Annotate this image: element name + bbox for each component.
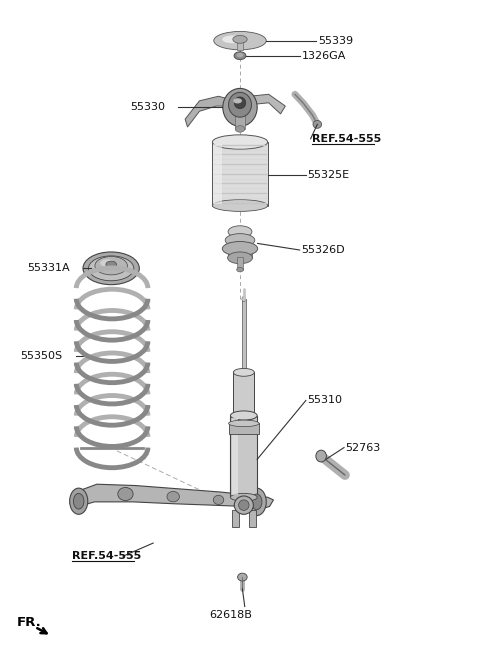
Ellipse shape <box>234 496 253 514</box>
Ellipse shape <box>100 259 115 267</box>
Text: 55326D: 55326D <box>301 245 345 255</box>
Ellipse shape <box>238 573 247 581</box>
Text: 52763: 52763 <box>346 443 381 453</box>
Ellipse shape <box>106 261 116 267</box>
Text: REF.54-555: REF.54-555 <box>312 134 381 144</box>
Ellipse shape <box>214 32 266 50</box>
Text: 62618B: 62618B <box>209 610 252 620</box>
Text: 1326GA: 1326GA <box>301 51 346 60</box>
Ellipse shape <box>233 35 247 43</box>
Ellipse shape <box>233 98 242 103</box>
Ellipse shape <box>213 495 224 505</box>
Ellipse shape <box>70 488 88 514</box>
Ellipse shape <box>95 256 127 275</box>
Ellipse shape <box>242 296 246 302</box>
Bar <box>235 112 245 129</box>
Bar <box>230 415 257 497</box>
Text: 55339: 55339 <box>318 35 353 45</box>
Ellipse shape <box>234 97 246 108</box>
Ellipse shape <box>73 493 84 509</box>
Ellipse shape <box>234 52 246 60</box>
Bar <box>231 231 249 240</box>
Ellipse shape <box>237 53 243 57</box>
Ellipse shape <box>223 89 257 126</box>
Ellipse shape <box>247 488 266 516</box>
Text: 55325E: 55325E <box>307 170 349 180</box>
Ellipse shape <box>230 493 257 501</box>
Bar <box>232 510 239 527</box>
Ellipse shape <box>235 125 245 132</box>
Ellipse shape <box>239 500 249 510</box>
Bar <box>229 239 251 249</box>
Bar <box>228 423 259 434</box>
Ellipse shape <box>230 411 257 420</box>
Ellipse shape <box>228 252 252 263</box>
Bar <box>232 418 238 495</box>
Text: 55331A: 55331A <box>28 263 70 273</box>
Ellipse shape <box>233 413 254 420</box>
Polygon shape <box>72 484 274 509</box>
Bar <box>213 144 222 204</box>
Ellipse shape <box>237 267 243 272</box>
Bar <box>233 373 254 417</box>
Text: REF.54-555: REF.54-555 <box>72 551 141 561</box>
Bar <box>237 256 243 269</box>
Ellipse shape <box>233 369 254 376</box>
Ellipse shape <box>118 487 133 501</box>
Text: 55330: 55330 <box>130 102 165 112</box>
Text: FR.: FR. <box>17 616 41 629</box>
Polygon shape <box>185 97 230 127</box>
Ellipse shape <box>222 242 258 256</box>
Bar <box>249 510 256 527</box>
Ellipse shape <box>225 234 255 247</box>
Bar <box>242 299 246 373</box>
Ellipse shape <box>228 420 259 426</box>
Ellipse shape <box>228 93 252 117</box>
Text: 55310: 55310 <box>307 396 342 405</box>
Polygon shape <box>250 95 285 114</box>
Ellipse shape <box>212 135 268 149</box>
Ellipse shape <box>316 450 326 462</box>
Ellipse shape <box>252 494 262 510</box>
Ellipse shape <box>313 120 322 128</box>
Bar <box>228 248 252 258</box>
Bar <box>212 142 268 206</box>
Ellipse shape <box>83 252 139 284</box>
Ellipse shape <box>167 491 180 502</box>
Ellipse shape <box>228 226 252 238</box>
Bar <box>237 41 243 50</box>
Ellipse shape <box>212 200 268 212</box>
Text: 55350S: 55350S <box>21 351 62 361</box>
Ellipse shape <box>88 256 134 281</box>
Ellipse shape <box>222 35 243 43</box>
